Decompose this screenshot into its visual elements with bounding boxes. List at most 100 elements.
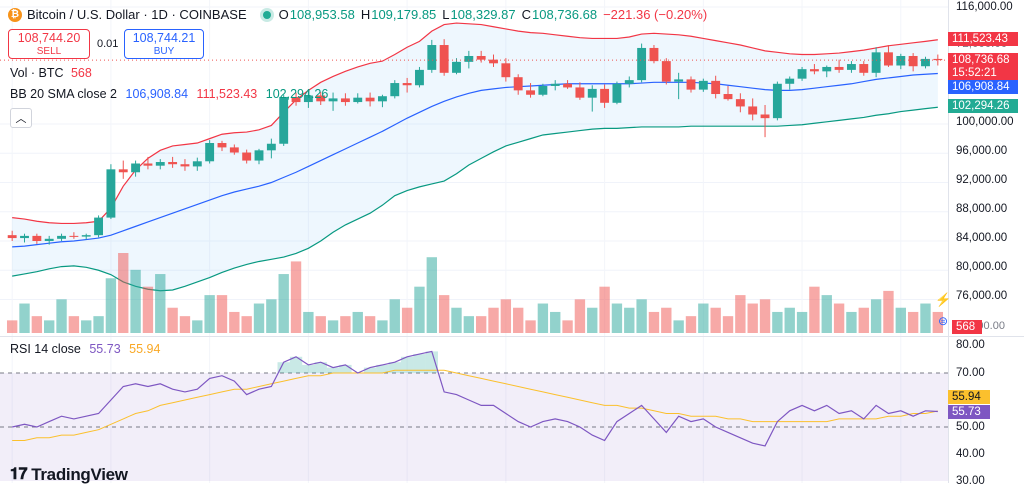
candle-body [353,97,363,103]
volume-bar [44,320,55,333]
volume-bar [772,311,783,333]
volume-bar [858,307,869,333]
candle-body [760,114,770,119]
candle-body [649,47,659,62]
candle-body [242,152,252,161]
alert-icon[interactable]: ⚡ [935,292,952,307]
volume-bar [253,303,265,333]
volume-bar [68,316,80,333]
price-axis-label: 84,000.00 [956,232,1008,244]
candle-body [797,69,807,79]
candle-body [44,238,54,241]
volume-legend[interactable]: Vol · BTC 568 [10,66,92,80]
candle-body [846,64,856,70]
volume-label: Vol · BTC [10,66,64,80]
rsi-overbought-fill [277,362,290,373]
volume-bar [809,286,820,333]
candle-body [674,79,684,82]
volume-bar [537,303,549,333]
tradingview-logo[interactable]: 𝟏𝟕 TradingView [10,465,128,485]
rsi-overbought-fill [302,364,315,373]
volume-bar [81,320,92,333]
close-label: C [521,7,531,22]
volume-bar [525,320,536,333]
volume-bar [883,290,894,333]
high-label: H [360,7,371,22]
candle-body [205,143,215,162]
volume-bar [895,307,906,333]
bb-mid-tag: 106,908.84 [948,80,1018,94]
rsi-overbought-fill [326,367,340,373]
candle-body [180,164,190,167]
candle-body [131,163,141,173]
candle-body [57,235,66,239]
buy-price: 108,744.21 [132,31,196,45]
volume-bar [710,307,721,333]
volume-bar [747,303,758,333]
candle-body [871,52,881,73]
rsi-overbought-fill [425,351,438,373]
rsi-overbought-fill [388,362,401,373]
rsi-overbought-fill [314,362,327,373]
volume-bar [636,299,647,333]
buy-button[interactable]: 108,744.21 BUY [124,29,204,59]
candle-body [69,235,79,237]
candle-body [587,88,597,98]
candle-body [735,99,745,107]
rsi-legend[interactable]: RSI 14 close 55.73 55.94 [10,342,160,356]
candle-body [81,235,91,237]
volume-bar [784,307,795,333]
bollinger-legend[interactable]: BB 20 SMA close 2 106,908.84 111,523.43 … [10,87,328,101]
volume-bar [118,253,129,333]
volume-bar [19,303,30,333]
candle-body [563,83,573,88]
candle-body [896,55,906,66]
rsi-ma-line [12,369,938,441]
candle-body [192,161,202,167]
calendar-event-icon[interactable]: ⊜ [938,314,949,328]
candle-body [328,98,338,102]
candle-body [933,58,943,61]
candle-body [513,77,523,91]
volume-bar [340,316,351,333]
countdown-tag: 15:52:21 [948,66,1018,80]
rsi-overbought-fill [400,356,414,373]
bollinger-upper-value: 111,523.43 [196,87,258,101]
rsi-tag: 55.73 [948,405,990,419]
buy-label: BUY [153,46,175,57]
volume-bar [574,299,586,333]
candle-body [661,61,671,82]
volume-bar [290,261,302,333]
volume-bar [414,286,425,333]
change-value: −221.36 (−0.20%) [603,7,708,22]
collapse-legend-button[interactable]: ︿ [10,108,32,128]
high-value: 109,179.85 [371,7,437,22]
symbol-title[interactable]: Bitcoin / U.S. Dollar · 1D · COINBASE [27,7,247,22]
candle-body [303,95,313,103]
low-label: L [442,7,450,22]
bollinger-band-fill [12,23,938,291]
bollinger-lower-value: 102,294.26 [265,87,329,101]
candle-body [266,143,276,151]
volume-bar [352,311,363,333]
sell-button[interactable]: 108,744.20 SELL [8,29,90,59]
candle-body [538,85,548,95]
bollinger-label: BB 20 SMA close 2 [10,87,118,101]
volume-bar [155,274,166,333]
rsi-ma-value: 55.94 [129,342,161,356]
volume-bar [673,320,684,333]
volume-bar [488,307,499,333]
volume-bar [315,316,326,333]
volume-bar [648,311,660,333]
sell-label: SELL [36,46,62,57]
candle-body [217,143,227,148]
candle-body [884,52,893,66]
volume-bar [870,299,882,333]
volume-bar [130,269,141,333]
volume-bar [303,311,314,333]
bitcoin-icon: ₿ [8,7,22,22]
bollinger-lower-line [12,106,938,292]
volume-bar [167,307,178,333]
candle-body [612,83,622,103]
